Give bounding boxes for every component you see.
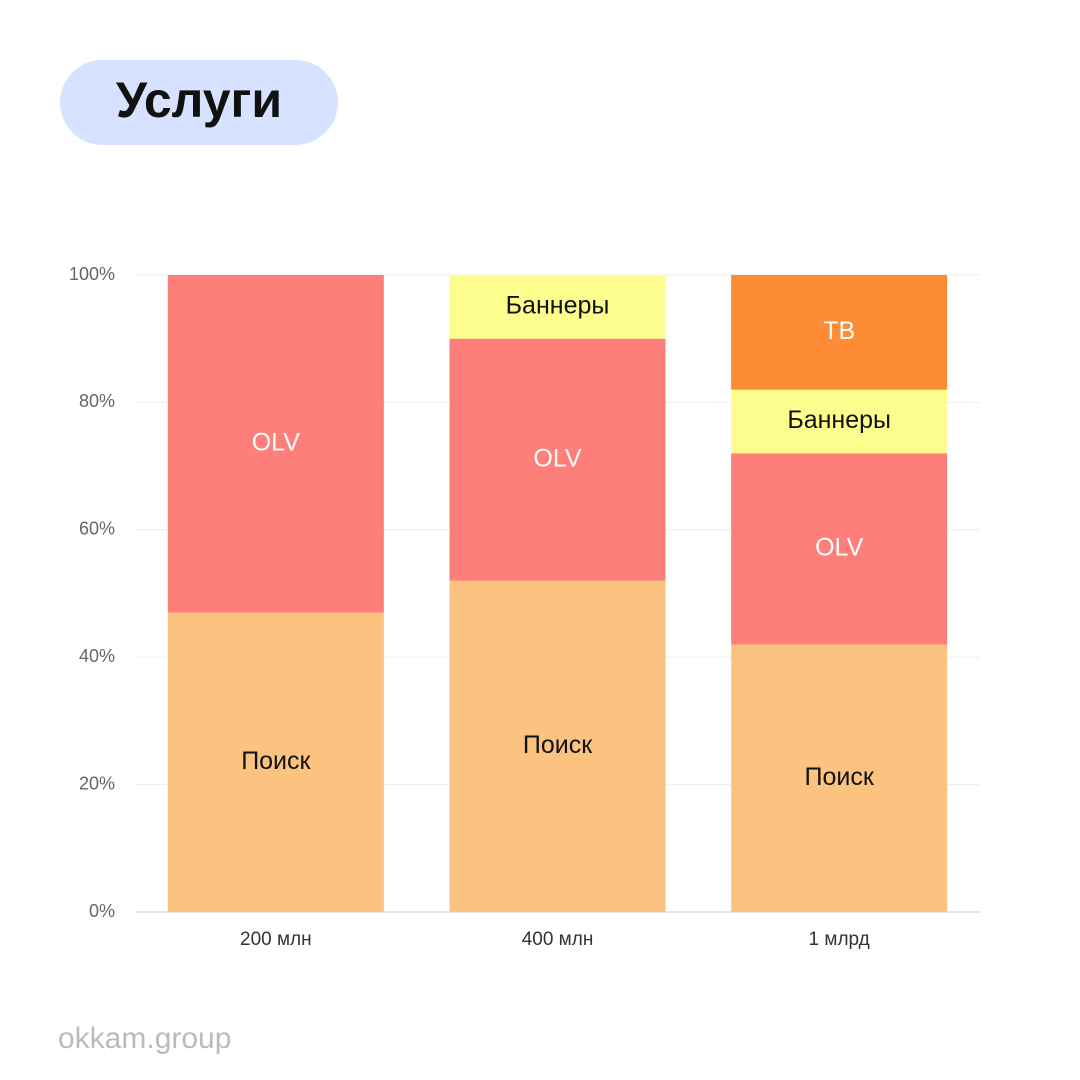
bar-segment: [167, 275, 384, 613]
segment-label: Поиск: [523, 731, 593, 759]
segment-label: Поиск: [241, 747, 311, 775]
y-tick-label: 40%: [79, 646, 115, 666]
title-pill: [60, 60, 338, 145]
segment-label: Поиск: [805, 763, 875, 791]
segment-label: Баннеры: [787, 406, 891, 434]
bar-segment: [449, 338, 666, 581]
segment-label: OLV: [815, 534, 863, 562]
bar-segment: [731, 453, 948, 645]
bar-segment: [731, 644, 948, 912]
segment-label: Баннеры: [506, 291, 610, 319]
x-tick-label: 1 млрд: [809, 929, 870, 950]
bar-segment: [167, 612, 384, 912]
y-tick-label: 20%: [79, 773, 115, 793]
segment-label: ТВ: [823, 317, 855, 345]
y-tick-label: 0%: [89, 901, 115, 921]
segment-label: OLV: [533, 444, 581, 472]
bar-segment: [449, 275, 666, 339]
x-tick-label: 400 млн: [522, 929, 594, 950]
chart-title: Услуги: [116, 72, 282, 128]
bar-segment: [731, 275, 948, 390]
bar-segment: [449, 580, 666, 912]
footer: okkam.group: [58, 1022, 231, 1055]
x-tick-label: 200 млн: [240, 929, 312, 950]
y-tick-label: 60%: [79, 519, 115, 539]
segment-label: OLV: [252, 428, 300, 456]
y-tick-label: 80%: [79, 391, 115, 411]
y-tick-label: 100%: [69, 264, 115, 284]
bar-segment: [731, 389, 948, 454]
